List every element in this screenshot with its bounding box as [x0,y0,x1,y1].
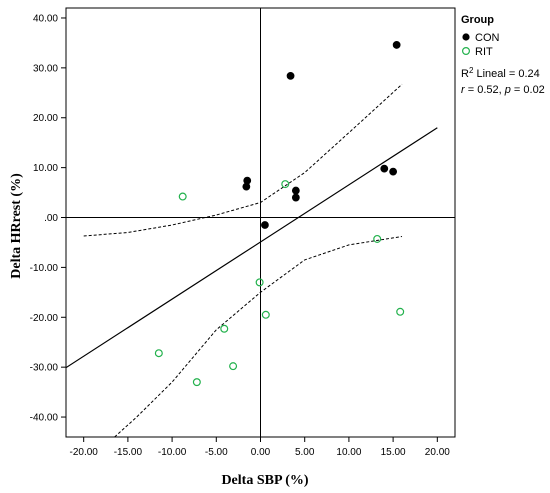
point-con-3 [291,186,300,195]
y-tick-label-7: -30.00 [30,363,59,374]
point-rit-2 [255,278,264,287]
point-rit-8 [373,234,382,243]
x-tick-label-4: 0.00 [251,447,271,458]
point-rit-3 [220,324,229,333]
point-con-2 [286,71,295,80]
x-tick-label-6: 10.00 [336,447,361,458]
x-axis-title: Delta SBP (%) [221,473,308,488]
point-rit-7 [154,349,163,358]
y-tick-label-1: 30.00 [33,63,58,74]
confidence-upper-curve [83,83,403,237]
x-tick-label-7: 15.00 [381,447,406,458]
fit-line [66,127,438,369]
point-con-8 [392,41,401,49]
fit-layer [66,83,438,437]
y-tick-label-4: .00 [44,213,58,224]
x-tick-label-5: 5.00 [295,447,315,458]
x-tick-label-3: -5.00 [205,447,228,458]
correlation-annotation: r = 0.52, p = 0.02 [461,84,545,96]
point-con-5 [261,221,269,229]
y-axis-title: Delta HRrest (%) [9,173,24,279]
y-tick-label-0: 40.00 [33,13,58,24]
axes: -20.00 -15.00 -10.00 -5.00 0.00 5.00 10.00 15.0… [30,13,451,458]
legend: Group CON RIT R2 Lineal = 0.24 r = 0.52,… [461,14,545,96]
legend-rit-label: RIT [475,46,493,58]
x-tick-label-0: -20.00 [70,447,99,458]
x-tick-label-8: 20.00 [425,447,450,458]
r-squared-annotation: R2 Lineal = 0.24 [461,66,540,80]
point-rit-0 [178,192,187,201]
point-rit-4 [261,310,270,319]
x-tick-label-1: -15.00 [114,447,143,458]
point-rit-1 [281,180,290,189]
y-tick-label-2: 20.00 [33,113,58,124]
y-tick-label-8: -40.00 [30,413,59,424]
y-tick-label-6: -20.00 [30,313,59,324]
point-rit-5 [229,362,238,371]
point-con-7 [389,167,398,176]
legend-title: Group [461,14,494,26]
point-rit-9 [396,307,405,316]
x-tick-label-2: -10.00 [158,447,187,458]
point-rit-6 [192,378,201,387]
y-tick-label-5: -10.00 [30,263,59,274]
y-tick-label-3: 10.00 [33,163,58,174]
point-con-1 [242,182,251,191]
legend-rit-marker-icon [462,46,471,55]
legend-con-marker-icon [462,33,470,41]
confidence-lower-curve [114,236,403,437]
point-con-4 [291,193,300,202]
plot-area [65,7,456,438]
legend-con-label: CON [475,32,500,44]
point-con-6 [380,164,389,173]
